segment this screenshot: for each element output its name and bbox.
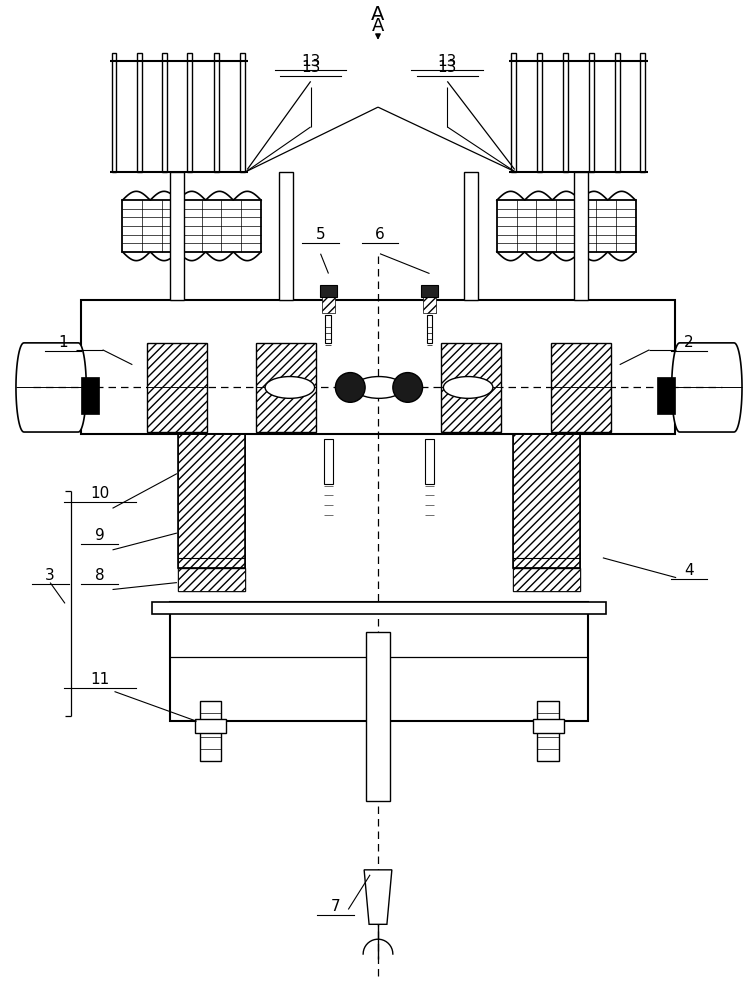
Text: 13: 13 (301, 54, 320, 69)
Text: 13: 13 (438, 60, 457, 75)
Bar (615, 53, 620, 172)
Bar (178, 434, 245, 568)
Bar (240, 53, 245, 172)
Bar (319, 285, 337, 297)
Text: 8: 8 (95, 568, 104, 583)
Text: 6: 6 (375, 227, 385, 242)
Bar (256, 343, 316, 387)
Bar (424, 439, 434, 484)
Text: 11: 11 (90, 672, 109, 687)
Bar (170, 172, 184, 300)
Bar (186, 53, 192, 172)
Polygon shape (16, 343, 86, 432)
Bar (147, 343, 207, 387)
Bar (323, 439, 334, 484)
Bar (366, 632, 390, 801)
Bar (153, 602, 606, 614)
Polygon shape (364, 870, 392, 924)
Bar (147, 387, 207, 432)
Bar (658, 377, 675, 414)
Bar (279, 172, 293, 300)
Bar (195, 719, 226, 733)
Bar (256, 387, 316, 432)
Bar (442, 387, 501, 432)
Ellipse shape (443, 377, 493, 398)
Bar (513, 434, 580, 568)
Bar (81, 377, 99, 414)
Text: A: A (371, 5, 385, 24)
Circle shape (335, 373, 365, 402)
Text: 3: 3 (45, 568, 55, 583)
Bar (513, 568, 580, 591)
Bar (640, 53, 646, 172)
Circle shape (393, 373, 423, 402)
Bar (200, 701, 221, 761)
Bar (442, 343, 501, 387)
Text: 10: 10 (90, 486, 109, 501)
Text: 13: 13 (438, 54, 457, 69)
Ellipse shape (265, 377, 315, 398)
Text: A: A (371, 17, 384, 35)
Bar (322, 297, 335, 313)
Text: 13: 13 (301, 60, 320, 75)
Text: 9: 9 (95, 528, 104, 543)
Bar (122, 200, 261, 252)
Bar (178, 568, 245, 591)
Bar (178, 434, 245, 568)
Bar (563, 53, 569, 172)
Bar (162, 53, 167, 172)
Text: 1: 1 (58, 335, 68, 350)
Text: 5: 5 (316, 227, 325, 242)
Bar (538, 701, 559, 761)
Bar (513, 434, 580, 568)
Bar (538, 53, 542, 172)
Ellipse shape (354, 377, 404, 398)
Bar (464, 172, 478, 300)
Bar (423, 297, 436, 313)
Bar (574, 172, 588, 300)
Text: 4: 4 (684, 563, 694, 578)
Bar (81, 300, 675, 434)
Bar (325, 315, 331, 343)
Bar (178, 568, 245, 591)
Bar (170, 602, 588, 721)
Bar (137, 53, 142, 172)
Bar (551, 343, 611, 387)
Bar (421, 285, 439, 297)
Polygon shape (672, 343, 742, 432)
Text: 2: 2 (684, 335, 694, 350)
Text: 7: 7 (331, 899, 341, 914)
Bar (589, 53, 594, 172)
Bar (551, 387, 611, 432)
Bar (427, 315, 433, 343)
Bar (510, 53, 516, 172)
Bar (513, 568, 580, 591)
Bar (532, 719, 564, 733)
Bar (497, 200, 636, 252)
Bar (214, 53, 218, 172)
Bar (112, 53, 116, 172)
